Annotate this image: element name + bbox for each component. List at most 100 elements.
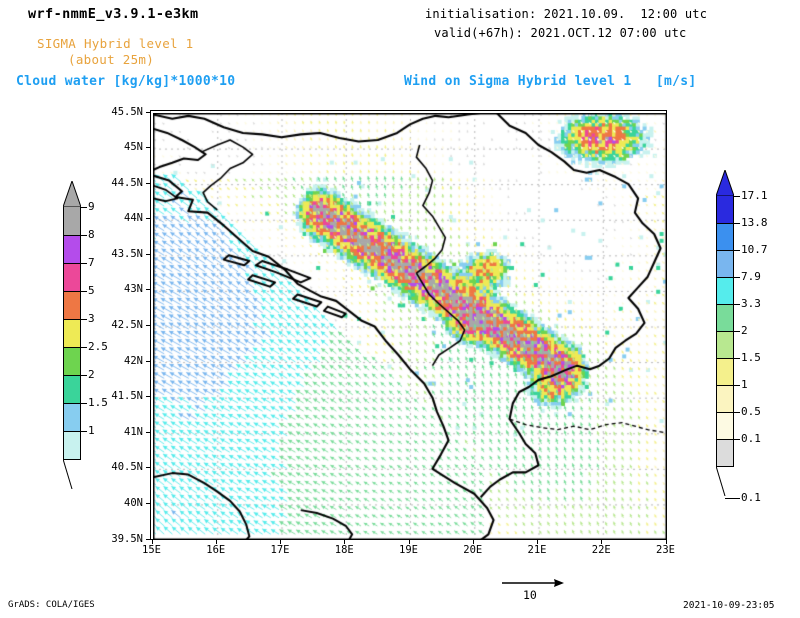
colorbar-tick-label: 3 [88,312,95,325]
colorbar-tick [734,412,740,413]
colorbar-tick [725,498,740,499]
map-plot-area[interactable] [150,110,667,540]
colorbar-tick [81,347,87,348]
x-axis-tick [215,539,217,544]
y-axis-tick [146,396,151,398]
cloud-water-colorbar: 9 8 7 5 3 2.5 2 1.5 1 [63,181,108,489]
colorbar-band [63,431,81,459]
y-axis-tick [146,360,151,362]
colorbar-top-arrow-icon [716,170,734,196]
y-axis-tick [146,431,151,433]
y-axis-label: 39.5N [111,532,143,545]
colorbar-tick [734,304,740,305]
y-axis-label: 42N [124,354,143,367]
colorbar-tick [734,358,740,359]
initialisation-time: initialisation: 2021.10.09. 12:00 utc [425,7,708,21]
y-axis-label: 40N [124,496,143,509]
colorbar-separator [716,277,734,278]
x-axis-label: 22E [591,544,611,556]
x-axis-label: 17E [270,544,290,556]
x-axis-tick [151,539,153,544]
x-axis-label: 15E [142,544,161,556]
colorbar-tick-label: 13.8 [741,216,768,229]
colorbar-separator [63,431,81,432]
colorbar-tick-label: 7 [88,256,95,269]
y-axis-tick [146,467,151,469]
x-axis-tick [408,539,410,544]
colorbar-tick-label: 5 [88,284,95,297]
colorbar-tick-label: 10.7 [741,243,768,256]
x-axis-label: 16E [206,544,226,556]
x-axis-label: 18E [334,544,354,556]
colorbar-tick-label: 9 [88,200,95,213]
wind-reference-arrow-icon [502,579,564,587]
colorbar-tick-label: 7.9 [741,270,761,283]
colorbar-tick [734,223,740,224]
colorbar-tick [734,196,740,197]
colorbar-separator [716,304,734,305]
colorbar-tick [81,403,87,404]
colorbar-bottom-edge [716,466,734,467]
colorbar-separator [716,439,734,440]
colorbar-band [716,196,734,223]
colorbar-bottom-edge [63,459,81,460]
colorbar-tick-label: 3.3 [741,297,761,310]
colorbar-band [716,385,734,412]
colorbar-tick [734,277,740,278]
colorbar-top-arrow-icon [63,181,81,207]
x-axis-label: 20E [463,544,483,556]
model-title: wrf-nmmE_v3.9.1-e3km [28,6,199,22]
x-axis-tick [665,539,667,544]
colorbar-tick-label: 2.5 [88,340,108,353]
y-axis-tick [146,289,151,291]
y-axis-tick [146,111,151,113]
level-description-line2: (about 25m) [68,52,155,67]
y-axis-label: 40.5N [111,461,143,474]
y-axis-tick [146,502,151,504]
colorbar-tick-label: 1.5 [88,396,108,409]
colorbar-separator [716,223,734,224]
x-axis-label: 19E [399,544,418,556]
y-axis-label: 41.5N [111,390,143,403]
colorbar-band [63,347,81,375]
colorbar-separator [716,412,734,413]
colorbar-tick-label: 8 [88,228,95,241]
x-axis-label: 23E [656,544,675,556]
colorbar-tick-label: 2 [88,368,95,381]
x-axis-tick [601,539,603,544]
colorbar-band [63,263,81,291]
colorbar-band [716,277,734,304]
x-axis-tick [472,539,474,544]
y-axis-label: 45.5N [111,105,143,118]
x-axis-tick [344,539,346,544]
x-axis-tick [537,539,538,544]
x-axis-label: 21E [527,544,547,556]
colorbar-separator [63,347,81,348]
colorbar-tick [81,319,87,320]
colorbar-tick-label: 2 [741,324,748,337]
y-axis-tick [146,325,151,326]
colorbar-tick [81,431,87,432]
y-axis-label: 44N [124,212,143,225]
generation-timestamp: 2021-10-09-23:05 [683,600,775,611]
y-axis-tick [146,218,151,220]
colorbar-band [716,250,734,277]
y-axis-label: 42.5N [111,319,143,331]
y-axis-label: 43N [124,283,143,296]
colorbar-bottom-tail-icon [716,466,726,496]
colorbar-band [63,291,81,319]
colorbar-tick-label: 1 [88,424,95,437]
colorbar-separator [63,403,81,404]
colorbar-band [63,235,81,263]
y-axis-label: 41N [124,425,143,438]
colorbar-band [63,403,81,431]
colorbar-tick-label: 1 [741,378,748,391]
colorbar-band [716,223,734,250]
colorbar-band [716,331,734,358]
x-axis-tick [280,539,281,544]
colorbar-bottom-tail-icon [63,459,73,489]
valid-time: valid(+67h): 2021.OCT.12 07:00 utc [434,26,687,40]
grads-credit: GrADS: COLA/IGES [8,600,95,610]
colorbar-band [63,319,81,347]
